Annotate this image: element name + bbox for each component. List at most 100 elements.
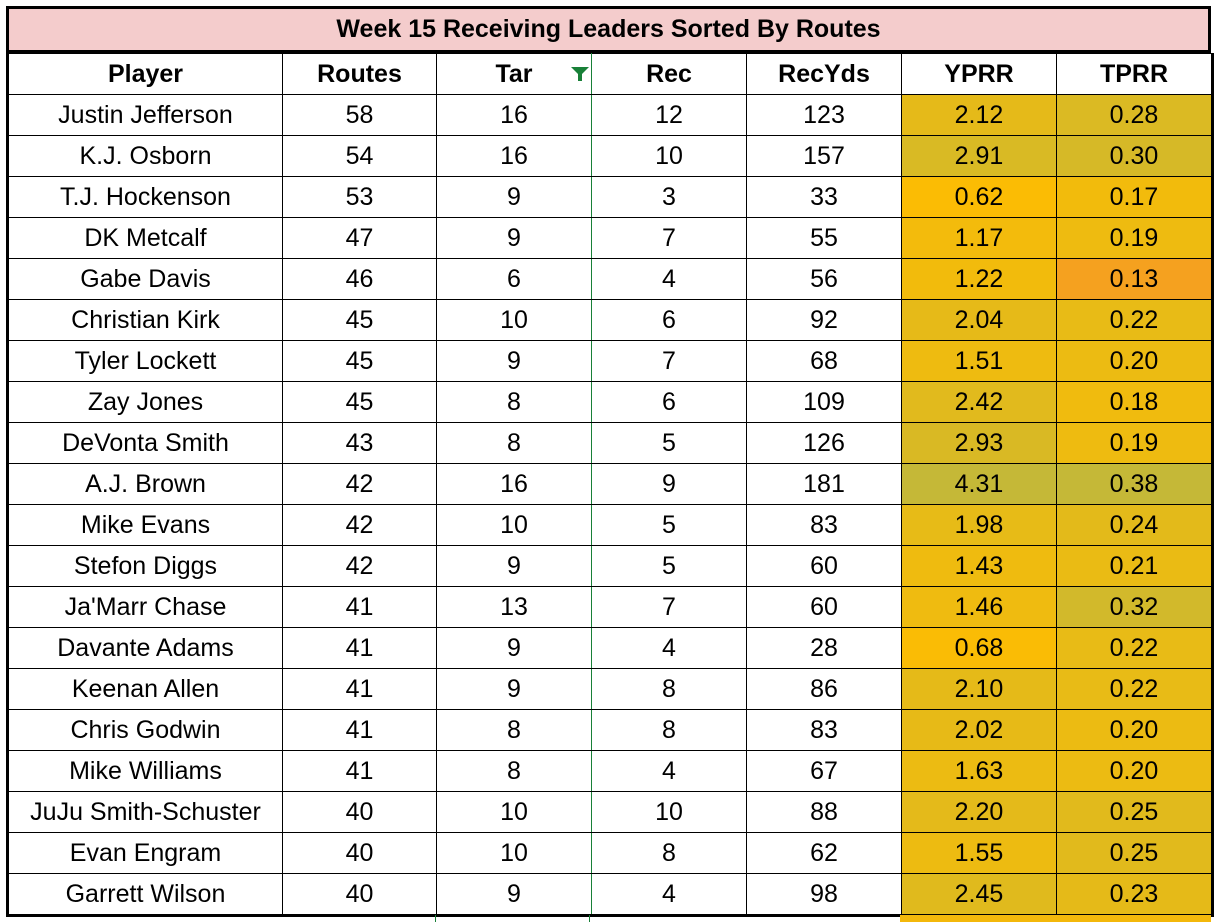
cell-recyds[interactable]: 126 [746,422,902,464]
cell-routes[interactable]: 40 [282,791,437,833]
cell-player[interactable]: Christian Kirk [6,299,283,341]
cell-tprr[interactable]: 0.22 [1056,668,1214,710]
cell-tprr[interactable]: 0.24 [1056,504,1214,546]
cell-player[interactable]: Garrett Wilson [6,873,283,917]
cell-rec[interactable]: 8 [591,668,747,710]
cell-tprr[interactable]: 0.17 [1056,176,1214,218]
cell-player[interactable]: JuJu Smith-Schuster [6,791,283,833]
cell-routes[interactable]: 41 [282,586,437,628]
cell-yprr[interactable]: 1.51 [901,340,1057,382]
cell-routes[interactable]: 42 [282,463,437,505]
cell-tprr[interactable]: 0.28 [1056,94,1214,136]
filter-icon[interactable] [571,67,589,81]
cell-rec[interactable]: 5 [591,545,747,587]
cell-recyds[interactable]: 83 [746,709,902,751]
cell-rec[interactable]: 6 [591,299,747,341]
cell-routes[interactable]: 45 [282,299,437,341]
cell-tar[interactable]: 9 [436,668,592,710]
cell-routes[interactable]: 42 [282,504,437,546]
cell-rec[interactable]: 12 [591,94,747,136]
column-header-rec[interactable]: Rec [591,53,747,95]
cell-rec[interactable]: 7 [591,586,747,628]
cell-tprr[interactable]: 0.25 [1056,832,1214,874]
cell-player[interactable]: Davante Adams [6,627,283,669]
cell-recyds[interactable]: 56 [746,258,902,300]
cell-player[interactable]: Mike Williams [6,750,283,792]
column-header-routes[interactable]: Routes [282,53,437,95]
cell-yprr[interactable]: 1.43 [901,545,1057,587]
cell-routes[interactable]: 42 [282,545,437,587]
cell-tar[interactable]: 9 [436,545,592,587]
cell-player[interactable]: Evan Engram [6,832,283,874]
cell-recyds[interactable]: 60 [746,545,902,587]
cell-player[interactable]: Mike Evans [6,504,283,546]
cell-recyds[interactable]: 123 [746,94,902,136]
cell-tar[interactable]: 9 [436,217,592,259]
cell-yprr[interactable]: 2.42 [901,381,1057,423]
cell-player[interactable]: DK Metcalf [6,217,283,259]
cell-tar[interactable]: 9 [436,340,592,382]
cell-rec[interactable]: 3 [591,176,747,218]
cell-recyds[interactable]: 55 [746,217,902,259]
cell-recyds[interactable]: 62 [746,832,902,874]
cell-tprr[interactable]: 0.18 [1056,381,1214,423]
cell-tar[interactable]: 8 [436,381,592,423]
cell-yprr[interactable]: 1.22 [901,258,1057,300]
cell-recyds[interactable]: 88 [746,791,902,833]
cell-rec[interactable]: 9 [591,463,747,505]
table-title[interactable]: Week 15 Receiving Leaders Sorted By Rout… [6,6,1211,53]
cell-yprr[interactable]: 1.98 [901,504,1057,546]
cell-routes[interactable]: 41 [282,668,437,710]
cell-rec[interactable]: 5 [591,422,747,464]
cell-rec[interactable]: 4 [591,258,747,300]
column-header-yprr[interactable]: YPRR [901,53,1057,95]
cell-recyds[interactable]: 60 [746,586,902,628]
cell-yprr[interactable]: 2.04 [901,299,1057,341]
cell-tar[interactable]: 6 [436,258,592,300]
cell-tar[interactable]: 13 [436,586,592,628]
cell-yprr[interactable]: 2.02 [901,709,1057,751]
cell-tprr[interactable]: 0.22 [1056,299,1214,341]
cell-recyds[interactable]: 67 [746,750,902,792]
cell-routes[interactable]: 47 [282,217,437,259]
column-header-tar[interactable]: Tar [436,53,592,95]
cell-tprr[interactable]: 0.23 [1056,873,1214,917]
cell-routes[interactable]: 41 [282,709,437,751]
cell-tar[interactable]: 9 [436,873,592,917]
cell-recyds[interactable]: 28 [746,627,902,669]
cell-tar[interactable]: 10 [436,791,592,833]
cell-player[interactable]: Gabe Davis [6,258,283,300]
cell-routes[interactable]: 43 [282,422,437,464]
cell-rec[interactable]: 8 [591,709,747,751]
cell-routes[interactable]: 53 [282,176,437,218]
cell-yprr[interactable]: 4.31 [901,463,1057,505]
cell-routes[interactable]: 46 [282,258,437,300]
cell-rec[interactable]: 8 [591,832,747,874]
cell-yprr[interactable]: 2.20 [901,791,1057,833]
cell-yprr[interactable]: 1.17 [901,217,1057,259]
cell-yprr[interactable]: 0.68 [901,627,1057,669]
cell-tar[interactable]: 16 [436,463,592,505]
cell-yprr[interactable]: 2.93 [901,422,1057,464]
cell-routes[interactable]: 41 [282,750,437,792]
cell-recyds[interactable]: 98 [746,873,902,917]
cell-tar[interactable]: 10 [436,832,592,874]
cell-routes[interactable]: 41 [282,627,437,669]
cell-tar[interactable]: 9 [436,176,592,218]
cell-player[interactable]: Stefon Diggs [6,545,283,587]
cell-tprr[interactable]: 0.20 [1056,709,1214,751]
cell-recyds[interactable]: 109 [746,381,902,423]
cell-rec[interactable]: 4 [591,750,747,792]
cell-rec[interactable]: 5 [591,504,747,546]
cell-routes[interactable]: 58 [282,94,437,136]
cell-player[interactable]: T.J. Hockenson [6,176,283,218]
cell-player[interactable]: A.J. Brown [6,463,283,505]
cell-tprr[interactable]: 0.19 [1056,422,1214,464]
cell-tar[interactable]: 10 [436,299,592,341]
cell-tprr[interactable]: 0.20 [1056,340,1214,382]
cell-player[interactable]: Justin Jefferson [6,94,283,136]
cell-yprr[interactable]: 2.45 [901,873,1057,917]
column-header-tprr[interactable]: TPRR [1056,53,1214,95]
cell-recyds[interactable]: 83 [746,504,902,546]
cell-tar[interactable]: 8 [436,709,592,751]
